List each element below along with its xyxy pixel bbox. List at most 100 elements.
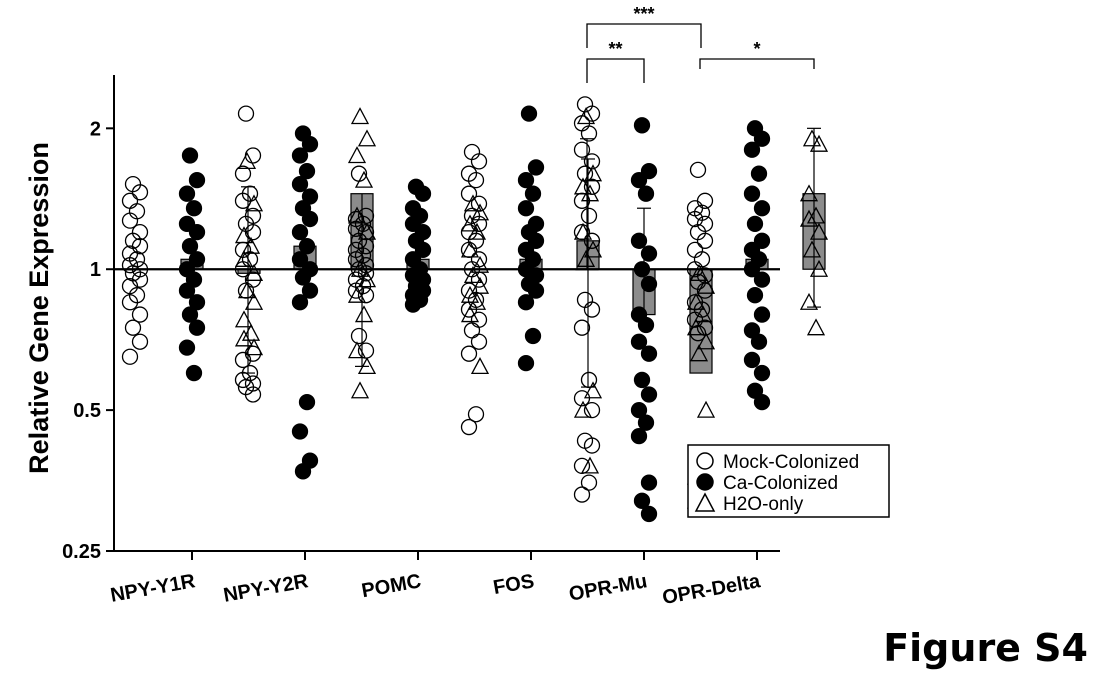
x-tick-label: NPY-Y1R: [109, 570, 198, 607]
data-point: [301, 210, 319, 228]
data-point: [404, 296, 422, 313]
data-point: [463, 266, 483, 284]
legend-label-h2o: H2O-only: [723, 494, 804, 515]
data-point: [291, 251, 309, 268]
data-point: [640, 245, 658, 262]
data-point: [470, 357, 490, 375]
data-point: [291, 147, 309, 164]
data-point: [743, 261, 761, 278]
data-point: [799, 184, 819, 202]
data-point: [291, 175, 309, 193]
data-point: [693, 251, 711, 268]
data-point: [686, 292, 706, 310]
data-point: [746, 215, 764, 233]
data-point: [686, 311, 704, 328]
data-point: [244, 386, 262, 403]
data-point: [301, 188, 319, 205]
data-point: [583, 240, 603, 258]
data-point: [802, 240, 822, 258]
data-point: [234, 261, 252, 278]
data-point: [573, 319, 591, 336]
data-point: [753, 271, 771, 288]
data-point: [347, 220, 365, 237]
y-axis-label: Relative Gene Expression: [24, 142, 54, 474]
data-point: [354, 170, 374, 188]
data-point: [244, 292, 264, 310]
data-point: [185, 200, 203, 217]
data-point: [234, 192, 252, 209]
data-point: [517, 354, 535, 372]
data-point: [460, 214, 480, 232]
data-point: [640, 345, 658, 362]
data-point: [460, 240, 480, 258]
data-point: [291, 224, 309, 241]
data-point: [470, 255, 490, 273]
data-point: [693, 305, 713, 323]
data-point: [689, 344, 709, 362]
data-point: [124, 319, 142, 336]
data-point: [121, 257, 139, 274]
data-point: [799, 209, 819, 227]
data-point: [347, 282, 365, 299]
y-tick-label: 0.5: [73, 400, 101, 422]
data-point: [689, 325, 707, 342]
data-point: [347, 206, 367, 224]
y-tick-label: 2: [90, 118, 101, 140]
data-point: [630, 171, 648, 189]
data-point: [298, 163, 316, 180]
figure-label: Figure S4: [883, 626, 1088, 670]
data-point: [746, 287, 764, 304]
data-point: [573, 177, 593, 195]
legend-marker-mock: [696, 452, 714, 470]
data-point: [576, 107, 596, 125]
data-point: [573, 486, 591, 503]
data-point: [357, 265, 375, 282]
data-point: [750, 333, 768, 350]
data-point: [460, 345, 478, 362]
data-point: [181, 306, 199, 323]
y-tick-label: 1: [90, 259, 101, 281]
data-point: [640, 474, 658, 491]
data-point: [470, 333, 488, 350]
y-tick-label: 0.25: [62, 541, 101, 563]
data-point: [470, 276, 490, 294]
data-point: [185, 364, 203, 382]
data-point: [527, 159, 545, 176]
data-point: [234, 165, 252, 182]
data-point: [743, 351, 761, 369]
data-point: [580, 474, 598, 491]
data-point: [131, 333, 149, 350]
data-point: [583, 437, 601, 454]
data-point: [234, 371, 252, 389]
data-point: [640, 275, 658, 293]
data-point: [573, 400, 593, 418]
data-point: [234, 249, 254, 267]
data-point: [630, 427, 648, 445]
data-point: [527, 282, 545, 299]
data-point: [350, 107, 370, 125]
data-point: [178, 185, 196, 202]
data-point: [241, 323, 261, 341]
x-tick-label: OPR-Mu: [567, 570, 649, 605]
data-point: [357, 270, 377, 288]
data-point: [753, 364, 771, 382]
data-point: [696, 276, 716, 294]
data-point: [527, 232, 545, 249]
data-point: [467, 222, 487, 240]
data-point: [244, 345, 262, 362]
data-point: [350, 259, 370, 277]
data-point: [467, 292, 487, 310]
data-point: [414, 241, 432, 258]
data-point: [580, 184, 600, 202]
data-point: [178, 339, 196, 356]
data-point: [347, 146, 367, 164]
data-point: [580, 125, 598, 142]
data-point: [583, 301, 601, 318]
significance-label: ***: [633, 4, 654, 24]
data-point: [244, 224, 262, 241]
data-point: [357, 129, 377, 147]
data-point: [237, 151, 257, 170]
data-point: [470, 203, 490, 221]
data-point: [696, 332, 716, 350]
